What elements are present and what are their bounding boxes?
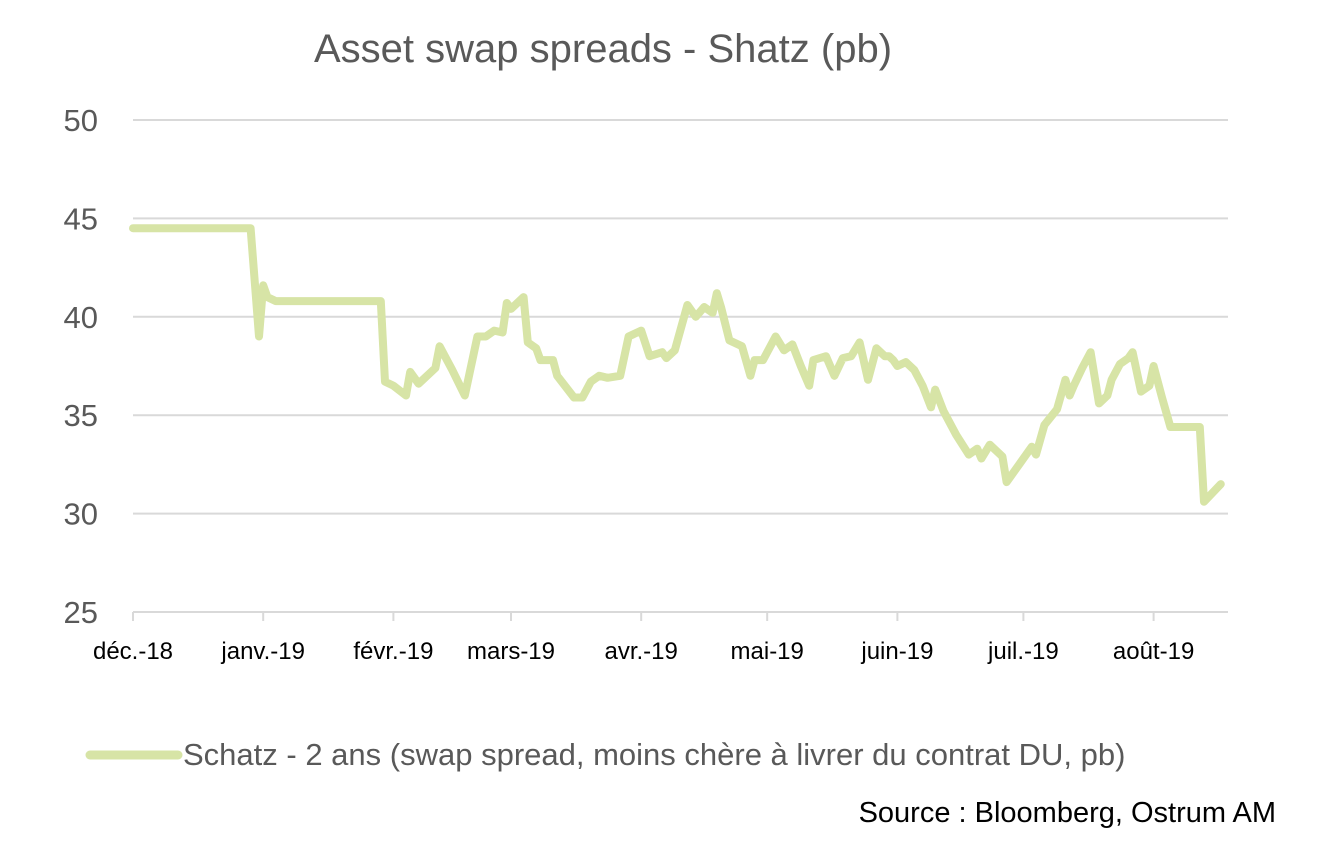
x-tick-label: janv.-19 [220,638,305,665]
y-tick-label: 40 [64,300,98,335]
y-tick-label: 50 [64,103,98,138]
series-line-0 [129,224,1225,506]
legend-label: Schatz - 2 ans (swap spread, moins chère… [183,737,1125,772]
y-tick-label: 25 [64,595,98,630]
x-tick-label: mai-19 [731,638,804,665]
x-tick-label: févr.-19 [353,638,433,665]
x-tick-label: mars-19 [467,638,555,665]
series-layer [129,224,1225,506]
y-tick-label: 30 [64,497,98,532]
y-tick-label: 45 [64,201,98,236]
x-tick-label: juil.-19 [987,638,1059,665]
y-axis-ticks: 50 45 40 35 30 25 [64,103,98,630]
legend: Schatz - 2 ans (swap spread, moins chère… [85,737,1125,772]
x-tick-label: avr.-19 [605,638,678,665]
x-tick-label: déc.-18 [93,638,173,665]
x-tick-label: août-19 [1113,638,1194,665]
x-axis: déc.-18 janv.-19 févr.-19 mars-19 avr.-19 mai… [93,611,1228,665]
source-note: Source : Bloomberg, Ostrum AM [859,797,1276,829]
y-tick-label: 35 [64,398,98,433]
chart-title: Asset swap spreads - Shatz (pb) [314,27,892,71]
x-tick-label: juin-19 [860,638,933,665]
